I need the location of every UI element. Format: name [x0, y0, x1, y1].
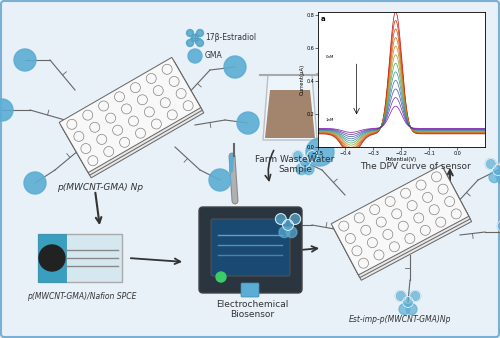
Circle shape — [282, 220, 294, 231]
Polygon shape — [59, 57, 201, 173]
Polygon shape — [38, 234, 122, 282]
Circle shape — [402, 297, 413, 307]
Circle shape — [192, 34, 198, 42]
Circle shape — [396, 291, 406, 301]
Text: The DPV curve of sensor: The DPV curve of sensor — [360, 162, 470, 171]
Circle shape — [292, 151, 303, 162]
Circle shape — [196, 29, 203, 37]
Circle shape — [492, 165, 500, 175]
Polygon shape — [331, 165, 469, 275]
Polygon shape — [263, 75, 317, 140]
Circle shape — [410, 291, 420, 301]
Circle shape — [498, 221, 500, 232]
Circle shape — [237, 112, 259, 134]
Text: a: a — [321, 16, 326, 22]
Circle shape — [188, 49, 202, 63]
Circle shape — [300, 156, 310, 167]
FancyBboxPatch shape — [38, 234, 66, 282]
Circle shape — [196, 40, 203, 47]
Text: p(MWCNT-GMA) Np: p(MWCNT-GMA) Np — [57, 183, 143, 192]
Circle shape — [306, 138, 334, 166]
Text: p(MWCNT-GMA)/Nafion SPCE: p(MWCNT-GMA)/Nafion SPCE — [27, 292, 137, 301]
FancyBboxPatch shape — [199, 207, 302, 293]
Circle shape — [489, 172, 500, 183]
Circle shape — [290, 214, 300, 224]
Circle shape — [224, 56, 246, 78]
Text: 1nM: 1nM — [326, 118, 334, 122]
Circle shape — [276, 214, 286, 224]
Polygon shape — [332, 168, 470, 277]
FancyBboxPatch shape — [211, 219, 290, 276]
X-axis label: Potential(V): Potential(V) — [386, 157, 417, 162]
Text: Est-imp-p(MWCNT-GMA)Np: Est-imp-p(MWCNT-GMA)Np — [349, 315, 451, 324]
Circle shape — [286, 227, 297, 238]
FancyBboxPatch shape — [241, 283, 259, 297]
Circle shape — [209, 169, 231, 191]
Circle shape — [14, 49, 36, 71]
Circle shape — [186, 40, 194, 47]
Circle shape — [486, 159, 496, 169]
Circle shape — [496, 172, 500, 183]
Polygon shape — [265, 90, 315, 138]
Circle shape — [307, 151, 318, 162]
Circle shape — [406, 304, 417, 315]
Text: Electrochemical
Biosensor: Electrochemical Biosensor — [216, 300, 288, 319]
Text: 0nM: 0nM — [326, 55, 334, 59]
Polygon shape — [334, 170, 471, 280]
Circle shape — [303, 164, 314, 175]
Polygon shape — [60, 60, 203, 175]
Circle shape — [279, 227, 290, 238]
Circle shape — [296, 164, 307, 175]
Text: Farm WasteWater
Sample: Farm WasteWater Sample — [256, 155, 334, 174]
Circle shape — [39, 245, 65, 271]
Polygon shape — [62, 63, 204, 178]
Circle shape — [0, 99, 13, 121]
Circle shape — [216, 272, 226, 282]
Circle shape — [24, 172, 46, 194]
Circle shape — [399, 304, 410, 315]
Y-axis label: Current(μA): Current(μA) — [300, 64, 305, 95]
Text: 17β-Estradiol: 17β-Estradiol — [205, 33, 256, 43]
Text: GMA: GMA — [205, 51, 223, 61]
Circle shape — [186, 29, 194, 37]
